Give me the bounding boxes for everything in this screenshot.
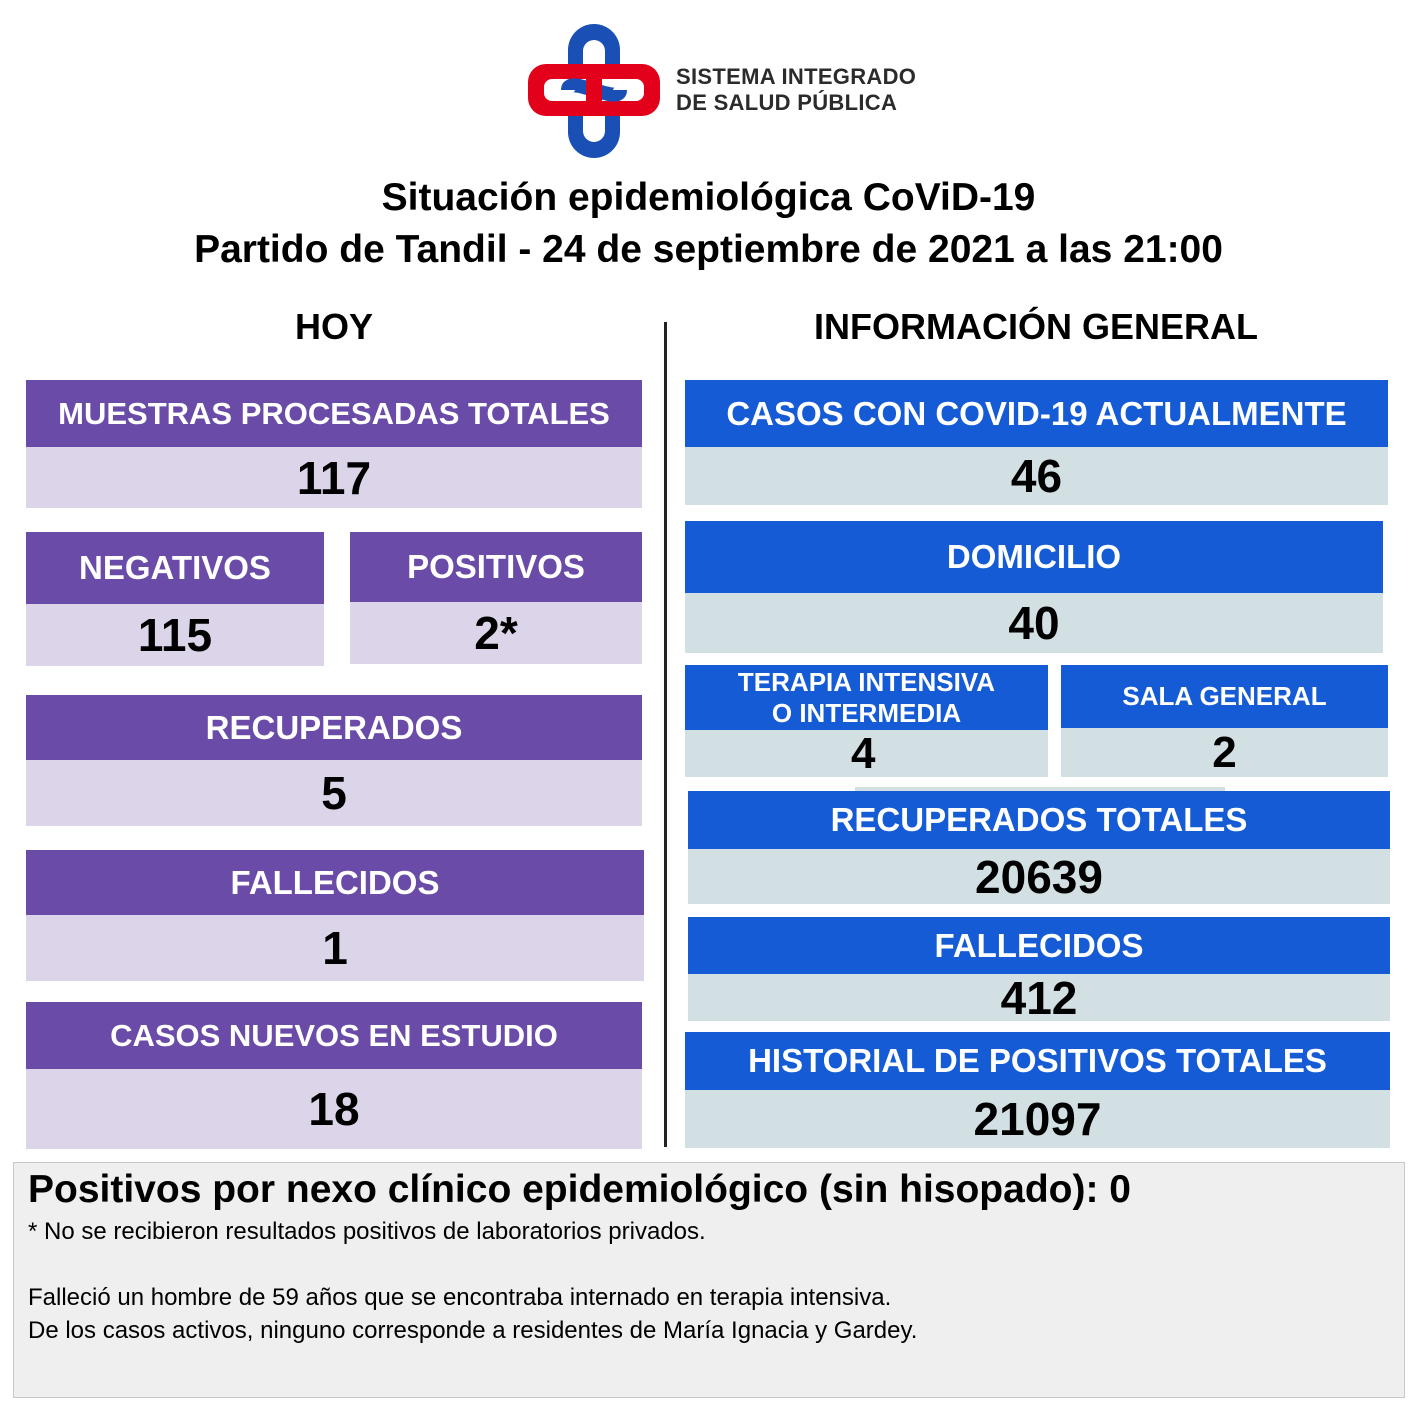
fallecidos-totales-label: FALLECIDOS <box>688 917 1390 974</box>
terapia-label: TERAPIA INTENSIVA O INTERMEDIA <box>685 665 1048 730</box>
recuperados-totales-value: 20639 <box>688 849 1390 904</box>
recuperados-label: RECUPERADOS <box>26 695 642 760</box>
recuperados-value: 5 <box>26 760 642 826</box>
sala-value: 2 <box>1061 728 1388 777</box>
general-heading: INFORMACIÓN GENERAL <box>814 306 1258 347</box>
muestras-value: 117 <box>26 447 642 508</box>
estudio-value: 18 <box>26 1069 642 1149</box>
page-subtitle: Partido de Tandil - 24 de septiembre de … <box>194 228 1223 271</box>
terapia-label-line-2: O INTERMEDIA <box>771 697 962 728</box>
domicilio-value: 40 <box>685 593 1383 653</box>
actuales-label: CASOS CON COVID-19 ACTUALMENTE <box>685 380 1388 447</box>
recuperados-totales-label: RECUPERADOS TOTALES <box>688 791 1390 849</box>
separator-bar <box>855 787 1225 791</box>
domicilio-label: DOMICILIO <box>685 521 1383 593</box>
logo-line-1: SISTEMA INTEGRADO <box>676 64 917 89</box>
terapia-label-line-1: TERAPIA INTENSIVA <box>737 666 996 697</box>
logo-line-2: DE SALUD PÚBLICA <box>676 90 898 115</box>
hoy-heading: HOY <box>294 306 373 347</box>
negativos-value: 115 <box>26 604 324 666</box>
fallecidos-totales-value: 412 <box>688 972 1390 1024</box>
terapia-value: 4 <box>685 729 1048 778</box>
sisp-logo-icon <box>528 24 660 158</box>
note-line-1: Falleció un hombre de 59 años que se enc… <box>28 1284 892 1311</box>
actuales-value: 46 <box>685 447 1388 505</box>
column-divider <box>664 322 667 1147</box>
fallecidos-label: FALLECIDOS <box>26 850 644 915</box>
negativos-label: NEGATIVOS <box>26 532 324 604</box>
logo-text: SISTEMA INTEGRADO DE SALUD PÚBLICA <box>676 64 916 116</box>
historial-value: 21097 <box>685 1090 1390 1148</box>
fallecidos-value: 1 <box>26 915 644 981</box>
estudio-label: CASOS NUEVOS EN ESTUDIO <box>26 1002 642 1069</box>
footnote-text: * No se recibieron resultados positivos … <box>28 1218 706 1245</box>
nexo-text: Positivos por nexo clínico epidemiológic… <box>28 1168 1131 1211</box>
note-line-2: De los casos activos, ninguno correspond… <box>28 1317 918 1344</box>
page-title: Situación epidemiológica CoViD-19 <box>381 176 1036 219</box>
sala-label: SALA GENERAL <box>1061 665 1388 728</box>
notes-box <box>13 1162 1405 1398</box>
historial-label: HISTORIAL DE POSITIVOS TOTALES <box>685 1032 1390 1090</box>
muestras-label: MUESTRAS PROCESADAS TOTALES <box>26 380 642 447</box>
positivos-label: POSITIVOS <box>350 532 642 602</box>
positivos-value: 2* <box>350 602 642 664</box>
